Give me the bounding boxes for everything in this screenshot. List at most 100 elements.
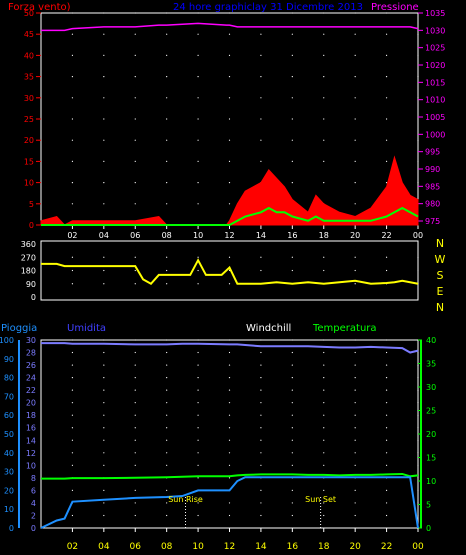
grid-dot [385,182,388,184]
grid-dot [71,464,74,466]
grid-dot [417,76,419,78]
grid-dot [103,76,105,78]
grid-dot [166,54,168,57]
hour-tick-label: 10 [192,542,204,552]
grid-dot [417,439,419,441]
hour-tick-label: 04 [98,542,110,552]
grid-dot [417,351,419,354]
grid-dot [197,160,199,162]
degree-tick-label: 360 [21,240,36,249]
grid-dot [134,452,136,454]
grid-dot [228,364,231,366]
grid-dot [197,54,199,57]
grid-dot [103,269,105,272]
grid-dot [417,182,419,184]
grid-dot [134,377,136,379]
grid-dot [417,389,419,391]
grid-dot [323,351,325,354]
grid-dot [134,54,136,57]
direction-series [41,258,419,286]
grid-dot [354,12,356,14]
grid-dot [385,452,388,454]
humidity-tick-label: 6 [31,486,36,495]
grid-dot [166,377,168,379]
grid-dot [103,439,105,441]
hour-tick-label: 22 [381,542,392,552]
grid-dot [291,364,293,366]
grid-dot [260,402,262,404]
grid-dot [323,33,325,35]
grid-dot [228,256,231,258]
grid-dot [291,182,293,184]
grid-dot [166,414,168,416]
grid-dot [260,502,262,504]
grid-dot [197,139,199,141]
bottom-hour-ticks: 02 04 06 08 10 12 14 16 18 20 22 00 [67,528,424,552]
top-panel-grid [71,12,419,205]
rain-tick-label: 10 [4,505,14,514]
hour-tick-label: 20 [349,542,361,552]
pressure-tick-label: 1030 [425,26,445,35]
grid-dot [197,414,199,416]
grid-dot [134,76,136,78]
grid-dot [134,502,136,504]
grid-dot [323,269,325,272]
temperature-axis-ticks: 0 5 10 15 20 25 30 35 40 [418,336,436,533]
grid-dot [71,452,74,454]
rain-tick-label: 40 [4,449,14,458]
sunrise-label: Sun Rise [168,495,203,504]
grid-dot [354,139,356,141]
pressure-tick-label: 1025 [425,44,445,53]
grid-dot [197,427,199,429]
grid-dot [385,269,388,272]
grid-dot [417,514,419,517]
hour-tick-label: 10 [193,231,203,240]
pressure-tick-label: 1035 [425,9,445,18]
hour-tick-label: 14 [255,542,267,552]
grid-dot [385,414,388,416]
grid-dot [134,33,136,35]
grid-dot [228,12,231,14]
degree-tick-label: 0 [31,293,36,302]
humidity-tick-label: 8 [31,474,36,483]
grid-dot [385,427,388,429]
grid-dot [260,76,262,78]
grid-dot [166,12,168,14]
grid-dot [134,489,136,491]
grid-dot [354,414,356,416]
grid-dot [291,33,293,35]
pressure-tick-label: 1005 [425,113,445,122]
grid-dot [260,364,262,366]
grid-dot [323,377,325,379]
rain-axis-ticks: 0 10 20 30 40 50 60 70 80 90 100 [0,336,14,533]
degree-tick-label: 90 [26,280,36,289]
grid-dot [291,351,293,354]
grid-dot [71,339,74,341]
grid-dot [323,502,325,504]
pressure-tick-label: 990 [425,165,440,174]
humidity-tick-label: 26 [26,361,36,370]
grid-dot [103,402,105,404]
grid-dot [260,33,262,35]
grid-dot [134,402,136,404]
grid-dot [260,389,262,391]
temperature-tick-label: 35 [426,360,436,369]
grid-dot [385,514,388,517]
wind-axis-title: Forza vento) [8,2,71,13]
grid-dot [385,139,388,141]
hour-tick-label: 12 [224,231,234,240]
grid-dot [197,351,199,354]
grid-dot [291,464,293,466]
grid-dot [323,402,325,404]
grid-dot [71,351,74,354]
grid-dot [354,464,356,466]
grid-dot [385,256,388,258]
temperature-tick-label: 40 [426,336,436,345]
rain-tick-label: 90 [4,355,14,364]
temperature-tick-label: 10 [426,477,436,486]
humidity-title: Umidita [67,323,106,334]
grid-dot [71,12,74,14]
grid-dot [354,377,356,379]
grid-dot [291,12,293,14]
grid-dot [385,439,388,441]
